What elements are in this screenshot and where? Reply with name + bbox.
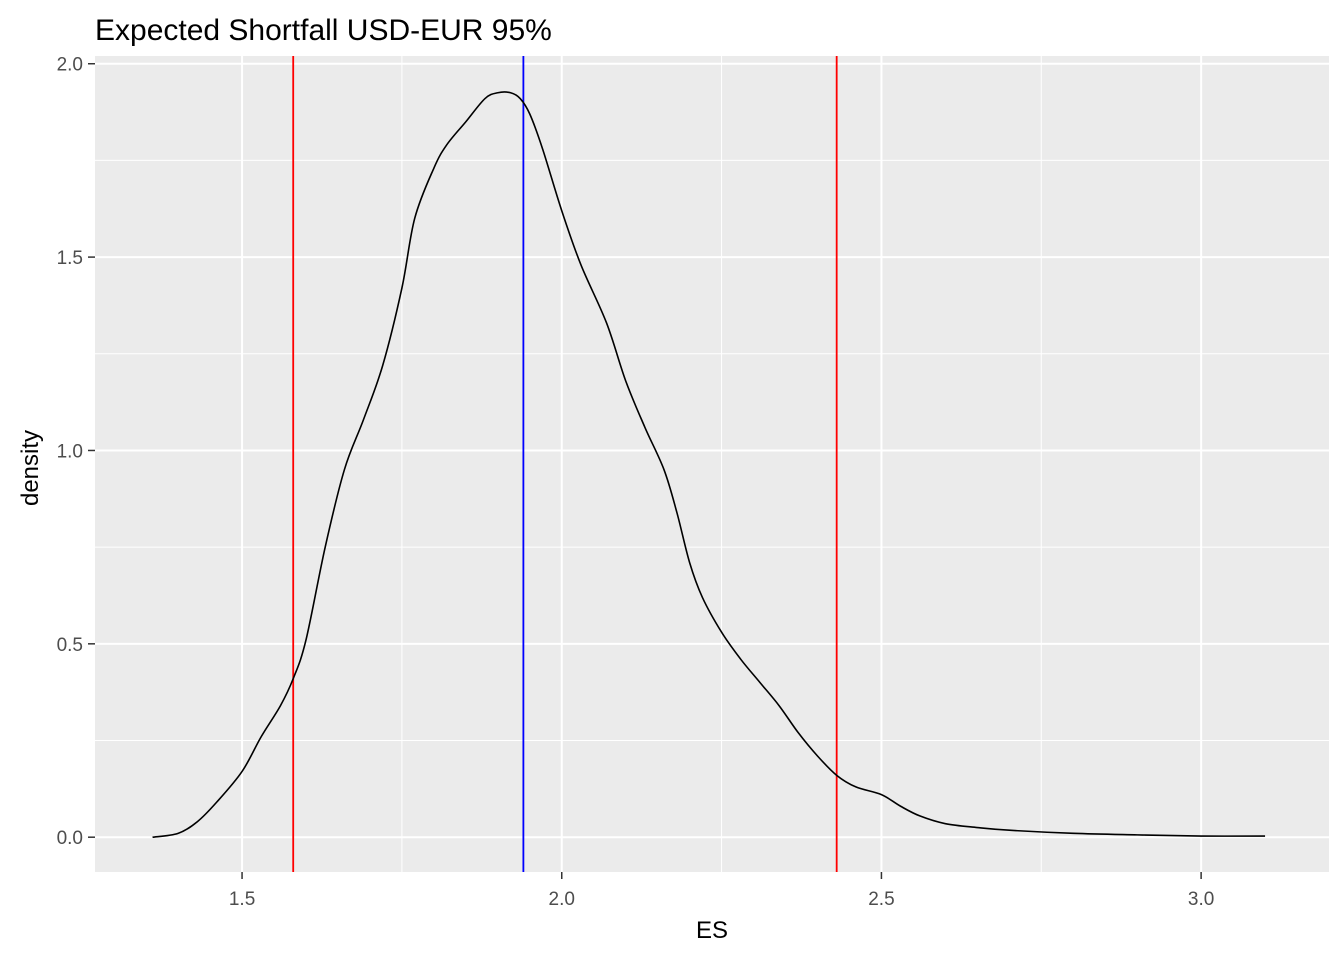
- minor-gridlines: [95, 56, 1329, 872]
- x-tick-label-2: 2.5: [868, 889, 894, 910]
- x-tick-label-1: 2.0: [549, 889, 575, 910]
- y-tick-label-1: 0.5: [57, 635, 83, 656]
- y-tick-label-3: 1.5: [57, 248, 83, 269]
- plot-panel: [95, 56, 1329, 872]
- x-tick-label-0: 1.5: [229, 889, 255, 910]
- y-axis-ticks: 0.0 0.5 1.0 1.5 2.0: [57, 55, 95, 849]
- x-axis-ticks: 1.5 2.0 2.5 3.0: [229, 872, 1214, 910]
- x-tick-label-3: 3.0: [1188, 889, 1214, 910]
- y-axis-title: density: [17, 430, 44, 506]
- y-tick-label-2: 1.0: [57, 441, 83, 462]
- reference-lines: [292, 56, 838, 872]
- y-tick-label-0: 0.0: [57, 828, 83, 849]
- y-tick-label-4: 2.0: [57, 55, 83, 76]
- chart-title: Expected Shortfall USD-EUR 95%: [95, 14, 552, 47]
- x-axis-title: ES: [696, 917, 728, 944]
- major-gridlines: [95, 56, 1329, 872]
- density-curve: [152, 91, 1266, 838]
